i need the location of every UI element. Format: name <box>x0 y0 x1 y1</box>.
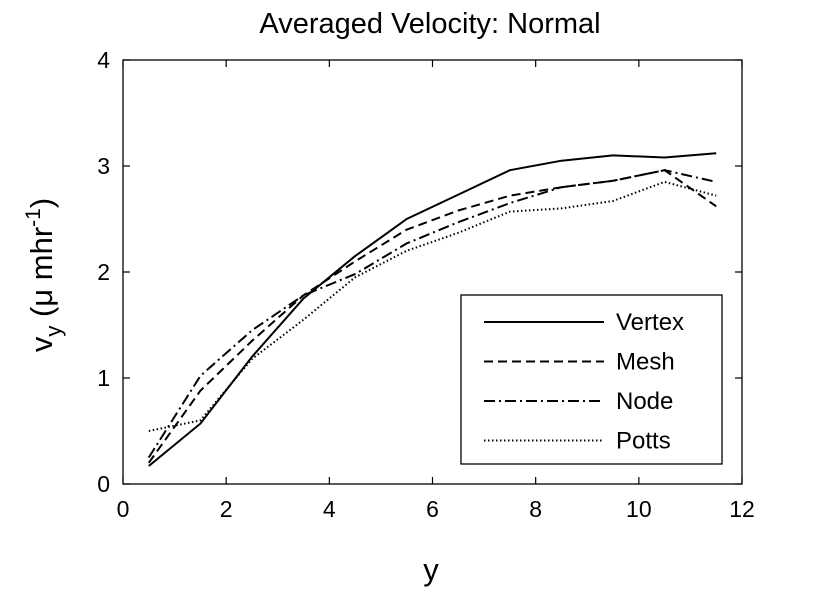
series-node-line <box>147 169 717 459</box>
y-tick-label: 4 <box>97 47 110 73</box>
y-tick-label: 2 <box>97 259 110 285</box>
series-mesh-line <box>147 169 717 464</box>
x-tick-label: 10 <box>626 496 652 522</box>
y-tick-label: 3 <box>97 153 110 179</box>
x-axis: 0 2 4 6 8 10 12 <box>117 60 755 522</box>
x-axis-label: y <box>423 552 439 587</box>
y-axis-label: vy (μ mhr-1) <box>22 198 66 352</box>
x-tick-label: 4 <box>323 496 336 522</box>
x-tick-label: 12 <box>729 496 755 522</box>
legend-label-vertex: Vertex <box>616 309 684 336</box>
x-tick-label: 2 <box>220 496 233 522</box>
y-label-close: ) <box>24 198 59 208</box>
y-label-base: v <box>24 336 59 352</box>
y-tick-label: 1 <box>97 365 110 391</box>
legend-label-potts: Potts <box>616 428 671 455</box>
y-axis: 0 1 2 3 4 <box>97 47 742 497</box>
y-label-subscript: y <box>41 326 66 337</box>
chart-title: Averaged Velocity: Normal <box>259 8 600 40</box>
legend: Vertex Mesh Node Potts <box>460 294 723 465</box>
y-label-unit: mhr <box>24 227 59 289</box>
legend-label-node: Node <box>616 388 673 415</box>
y-label-open: ( <box>24 306 59 326</box>
x-tick-label: 0 <box>117 496 130 522</box>
series-lines <box>147 152 717 467</box>
y-tick-label: 0 <box>97 471 110 497</box>
y-label-superscript: -1 <box>22 208 45 227</box>
x-tick-label: 6 <box>426 496 439 522</box>
y-label-mu: μ <box>24 289 59 307</box>
x-tick-label: 8 <box>529 496 542 522</box>
legend-box <box>460 294 723 465</box>
legend-label-mesh: Mesh <box>616 349 675 376</box>
